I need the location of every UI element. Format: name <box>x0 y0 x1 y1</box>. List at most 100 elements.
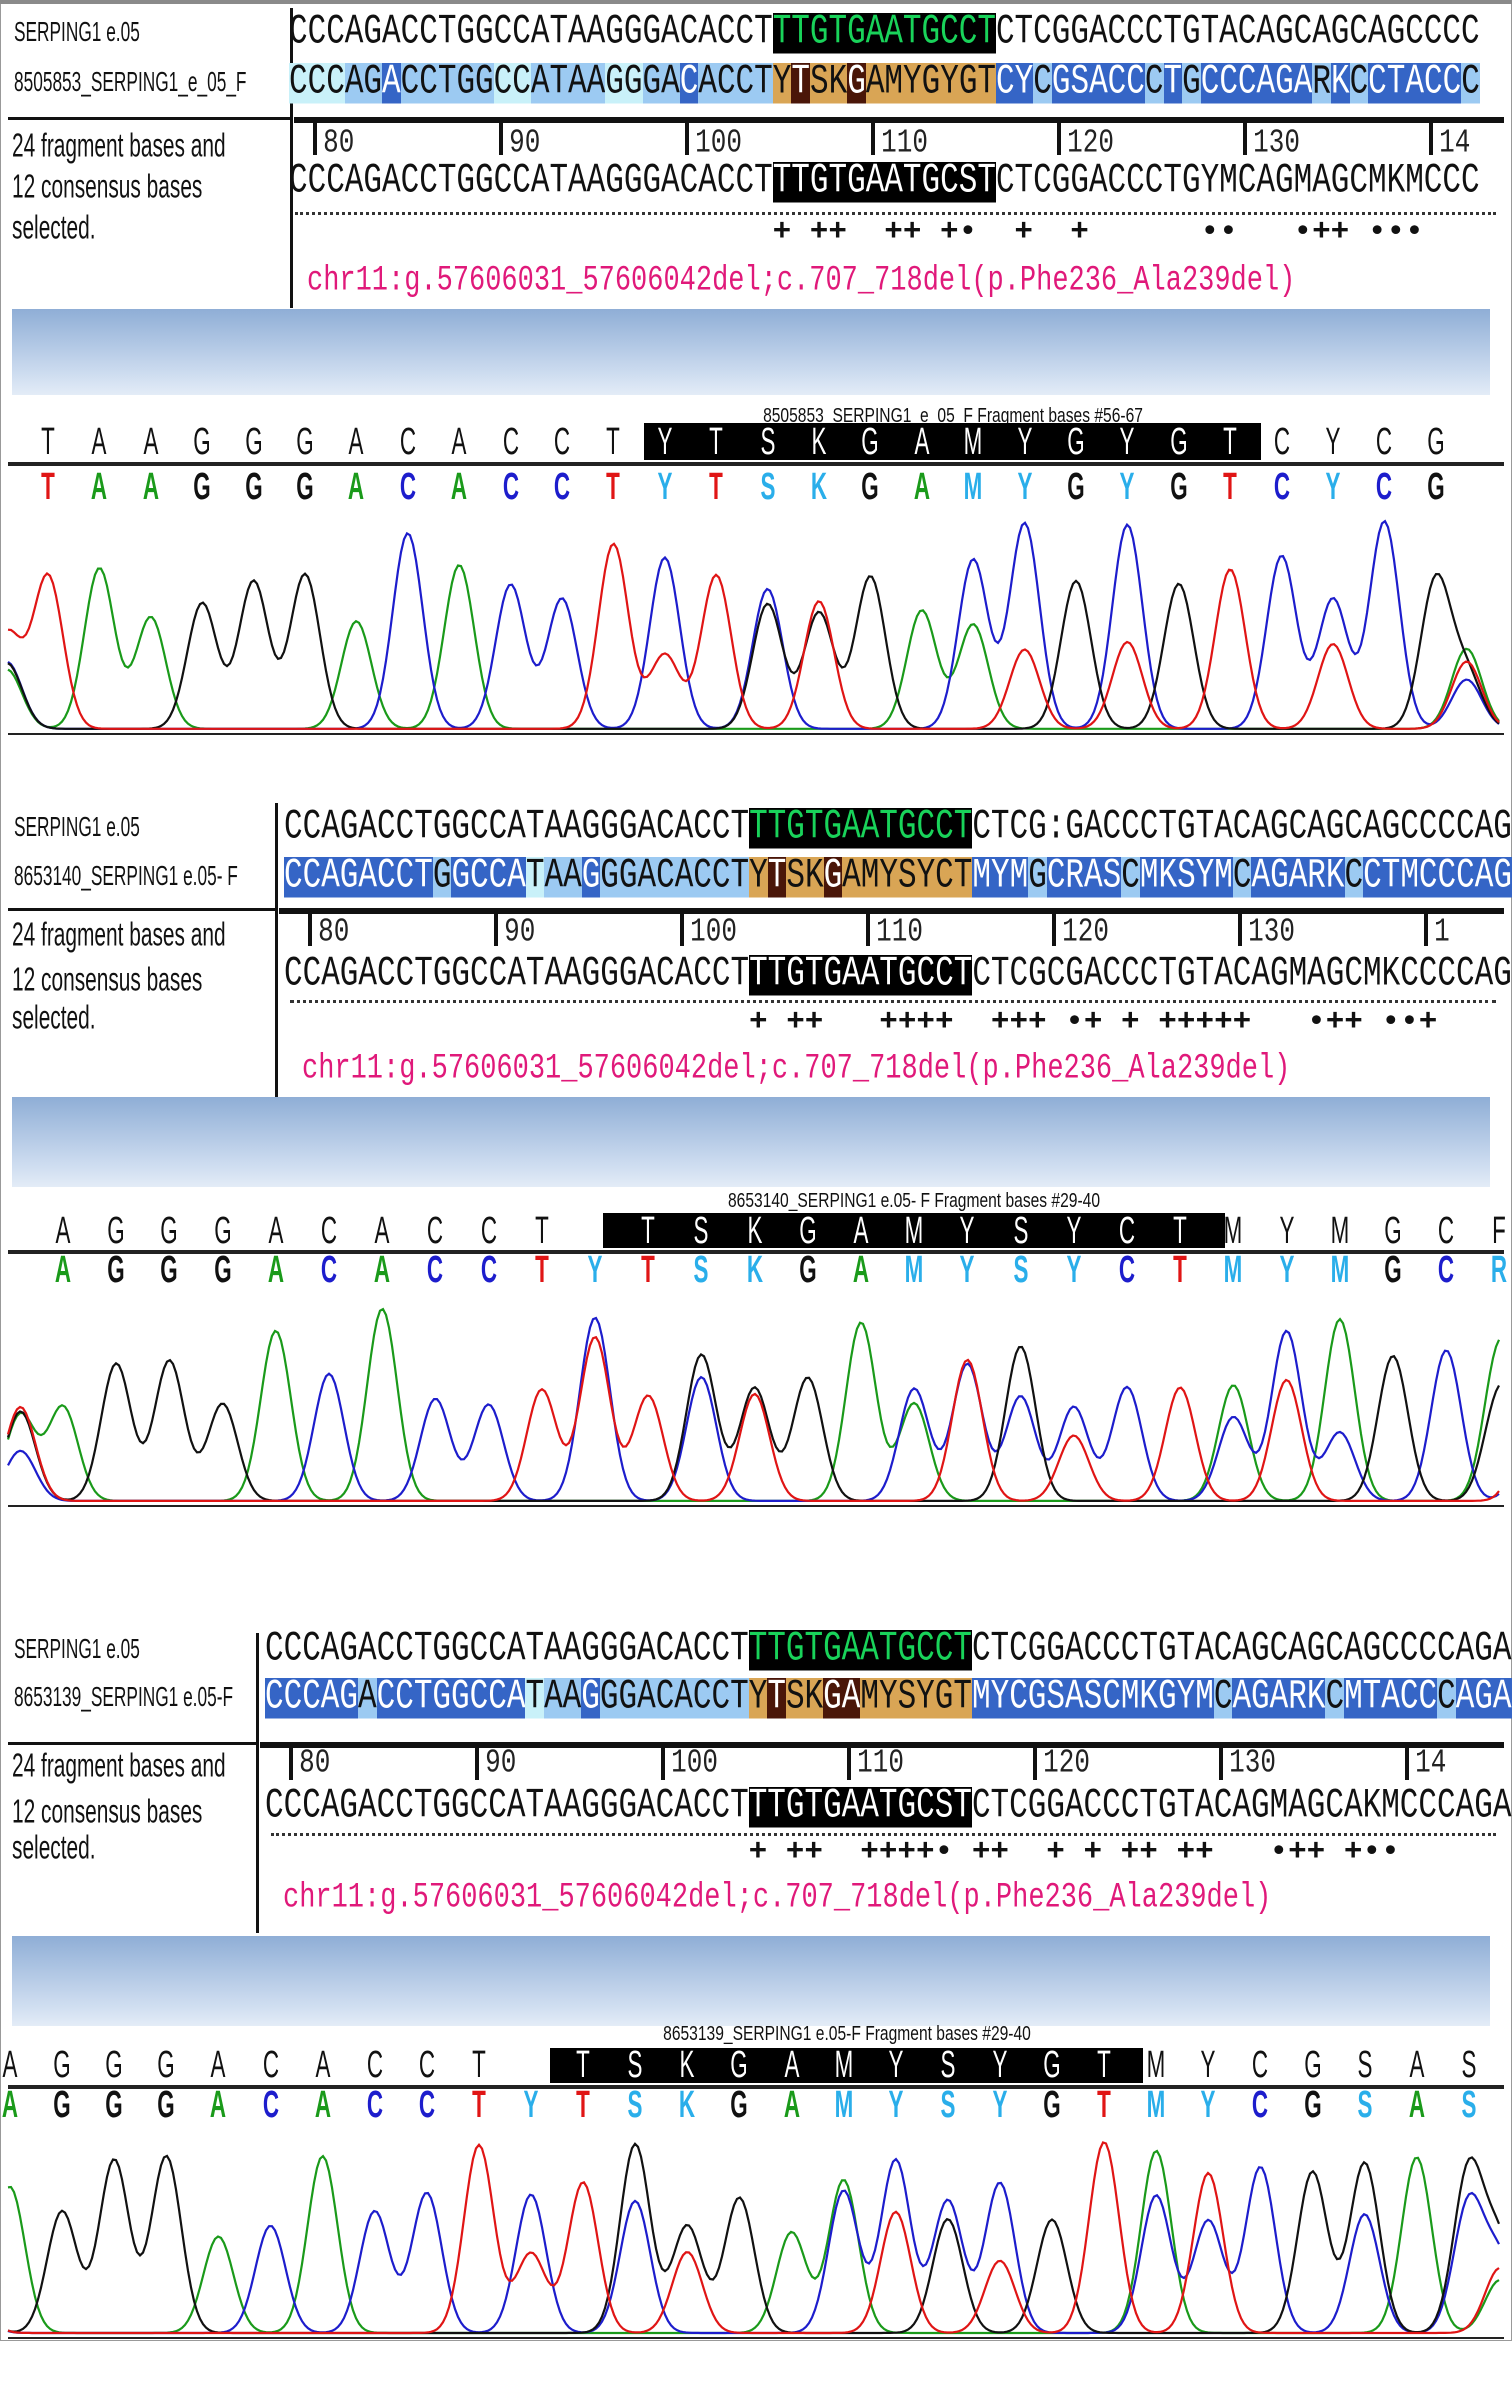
fragment-segment: MTACC <box>1344 1673 1438 1722</box>
colored-base-call: C <box>427 1248 444 1291</box>
called-base: G <box>1303 2043 1322 2086</box>
variant-marks: + ++ ++++ +++ •+ + +++++ •++ ••+ <box>749 1005 1438 1040</box>
called-base: S <box>1357 2043 1373 2086</box>
colored-base-call: A <box>91 465 108 508</box>
ruler-label: 90 <box>509 123 541 162</box>
trace-c <box>7 519 1500 730</box>
fragment-segment: CC <box>493 58 531 107</box>
ruler-label: 110 <box>876 912 923 951</box>
reference-suffix: CTCGGACCCTGTACAGCAGCAGCCCCAGAG <box>971 1625 1512 1674</box>
fragment-segment: CTACC <box>1368 58 1462 107</box>
fragment-segment: G <box>581 852 601 901</box>
fragment-segment: CCC <box>289 58 345 107</box>
colored-base-call: T <box>1173 1248 1188 1291</box>
colored-base-call: M <box>904 1248 924 1291</box>
chromatogram-title: 8505853_SERPING1_e_05_F Fragment bases #… <box>762 405 1143 427</box>
called-base: G <box>730 2043 749 2086</box>
called-base: C <box>262 2043 279 2086</box>
fragment-segment: C <box>1232 852 1252 901</box>
called-base: M <box>834 2043 853 2086</box>
called-base: Y <box>1200 2043 1216 2086</box>
consensus-dotted-line <box>271 1833 1496 1836</box>
consensus-suffix: CTCGCGACCCTGTACAGMAGCMKCCCCAG <box>972 950 1512 999</box>
reference-prefix: CCCAGACCTGGCCATAAGGGACACCT <box>265 1625 749 1674</box>
selected-bases-highlight <box>603 1213 1225 1248</box>
fragment-name-label: 8505853_SERPING1_e_05_F <box>14 66 247 98</box>
called-base: M <box>904 1209 924 1252</box>
selection-summary-line: selected. <box>12 999 96 1037</box>
colored-base-call: A <box>348 465 365 508</box>
ruler-tick <box>313 121 318 155</box>
ruler-label: 80 <box>323 123 355 162</box>
colored-base-call: G <box>296 465 314 508</box>
consensus-prefix: CCCAGACCTGGCCATAAGGGACACCT <box>265 1782 749 1831</box>
fragment-segment: MKSYM <box>1139 852 1233 901</box>
colored-base-call: S <box>760 465 776 508</box>
called-base: Y <box>1017 420 1033 463</box>
colored-base-call: A <box>267 1248 284 1291</box>
called-base: T <box>641 1209 656 1252</box>
called-base: C <box>553 420 571 463</box>
colored-base-call: T <box>606 465 621 508</box>
ruler-label: 100 <box>695 123 742 162</box>
ruler-label: 100 <box>690 912 737 951</box>
fragment-segment: ATAA <box>530 58 606 107</box>
called-base: K <box>679 2043 695 2086</box>
basecall-divider <box>8 1250 1504 1254</box>
called-base: S <box>1013 1209 1029 1252</box>
colored-base-call: S <box>1013 1248 1029 1291</box>
trace-g <box>6 1345 1500 1502</box>
called-base: S <box>693 1209 709 1252</box>
called-base: A <box>1409 2043 1425 2086</box>
colored-base-call: T <box>41 465 55 508</box>
fragment-segment: G <box>1182 58 1201 107</box>
colored-base-call: M <box>1330 1248 1350 1291</box>
ruler-tick <box>475 1746 480 1780</box>
selected-consensus-bases: TTGTGAATGCCT <box>749 950 973 999</box>
mutation-annotation: chr11:g.57606031_57606042del;c.707_718de… <box>302 1050 1291 1089</box>
called-base: S <box>940 2043 956 2086</box>
basecall-divider <box>8 2085 1504 2089</box>
trace-g <box>7 572 1500 730</box>
colored-base-call: A <box>142 465 159 508</box>
fragment-segment: AA <box>544 852 582 901</box>
colored-base-call: Y <box>1200 2083 1216 2126</box>
trace-baseline <box>8 2337 1504 2339</box>
colored-base-call: A <box>374 1248 391 1291</box>
ruler-bar <box>279 908 1504 914</box>
ruler-label: 90 <box>485 1743 517 1782</box>
consensus-dotted-line <box>290 1000 1496 1003</box>
ruler-label: 130 <box>1229 1743 1276 1782</box>
ruler-label: 120 <box>1062 912 1109 951</box>
colored-base-call: G <box>1170 465 1188 508</box>
fragment-segment: AGARK <box>1232 1673 1326 1722</box>
called-base: G <box>1067 420 1085 463</box>
fragment-segment: AMYSYCT <box>842 852 973 901</box>
colored-base-call: C <box>1438 1248 1455 1291</box>
colored-base-call: G <box>1043 2083 1061 2126</box>
colored-base-call: T <box>576 2083 590 2126</box>
called-base: C <box>399 420 416 463</box>
fragment-segment: CCTGG <box>400 58 494 107</box>
ruler-label: 110 <box>857 1743 904 1782</box>
called-base: Y <box>1325 420 1341 463</box>
called-base: A <box>348 420 364 463</box>
colored-base-call: Y <box>587 1248 603 1291</box>
ruler-tick <box>308 912 313 946</box>
ruler-tick <box>871 121 876 155</box>
called-base: M <box>1224 1209 1243 1252</box>
ruler-label: 90 <box>504 912 536 951</box>
called-base: G <box>160 1209 179 1252</box>
colored-base-call: G <box>193 465 211 508</box>
colored-base-call: K <box>746 1248 763 1291</box>
called-base: C <box>480 1209 497 1252</box>
fragment-name-label: 8653140_SERPING1 e.05- F <box>14 860 238 892</box>
ruler-label: 120 <box>1043 1743 1090 1782</box>
top-border <box>0 0 1512 4</box>
colored-base-call: K <box>679 2083 696 2126</box>
called-base: M <box>963 420 983 463</box>
colored-base-call: S <box>1357 2083 1373 2126</box>
ruler-tick <box>685 121 690 155</box>
label-divider <box>8 908 275 911</box>
fragment-segment: R <box>1312 58 1331 107</box>
